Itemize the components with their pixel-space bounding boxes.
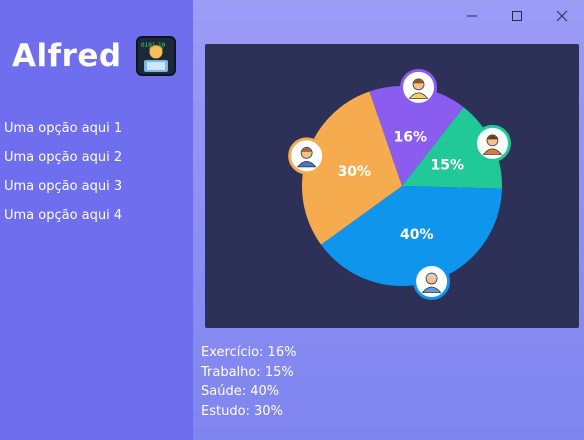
- pie-label-work: 15%: [430, 158, 464, 174]
- worker-person-icon: [473, 124, 511, 162]
- legend-row-exercise: Exercício: 16%: [201, 345, 297, 360]
- student-person-icon: [288, 137, 326, 175]
- sidebar-item-2[interactable]: Uma opção aqui 2: [4, 150, 123, 165]
- brand: Alfred 0101 10: [12, 34, 176, 78]
- sidebar: Alfred 0101 10 Uma opção aqui 1 Uma opçã…: [0, 0, 193, 440]
- maximize-button[interactable]: [494, 0, 539, 32]
- stats-legend: Exercício: 16% Trabalho: 15% Saúde: 40% …: [201, 343, 296, 421]
- pie-label-health: 40%: [400, 227, 434, 243]
- pie-slice-exercise: [369, 86, 464, 186]
- legend-row-study: Estudo: 30%: [201, 403, 283, 419]
- person-at-computer-icon: 0101 10: [135, 36, 176, 76]
- sidebar-item-3[interactable]: Uma opção aqui 3: [4, 179, 123, 194]
- pie-slice-study: [302, 91, 402, 245]
- minimize-button[interactable]: [449, 0, 494, 32]
- sidebar-item-1[interactable]: Uma opção aqui 1: [4, 121, 123, 136]
- close-button[interactable]: [539, 0, 584, 32]
- sidebar-menu: Uma opção aqui 1 Uma opção aqui 2 Uma op…: [4, 118, 122, 234]
- pie-slice-health: [321, 186, 502, 286]
- legend-row-health: Saúde: 40%: [201, 384, 280, 399]
- sidebar-item-4[interactable]: Uma opção aqui 4: [4, 208, 123, 223]
- pie-label-study: 30%: [338, 164, 372, 180]
- minimize-icon: [466, 15, 477, 17]
- pie-chart-panel: 16% 15% 40% 30%: [205, 44, 579, 328]
- pie-chart: 16%15% 40% 30%: [288, 68, 511, 301]
- svg-text:10: 10: [158, 42, 166, 49]
- svg-text:0101: 0101: [141, 42, 156, 49]
- close-icon: [556, 10, 567, 22]
- pie-slice-work: [402, 107, 502, 189]
- exercise-person-icon: [400, 68, 438, 106]
- doctor-person-icon: [413, 263, 451, 301]
- pie-label-exercise: 16%: [394, 130, 428, 146]
- app-title: Alfred: [12, 38, 122, 74]
- maximize-icon: [511, 11, 522, 21]
- window-controls: [449, 0, 584, 32]
- legend-row-work: Trabalho: 15%: [201, 364, 294, 380]
